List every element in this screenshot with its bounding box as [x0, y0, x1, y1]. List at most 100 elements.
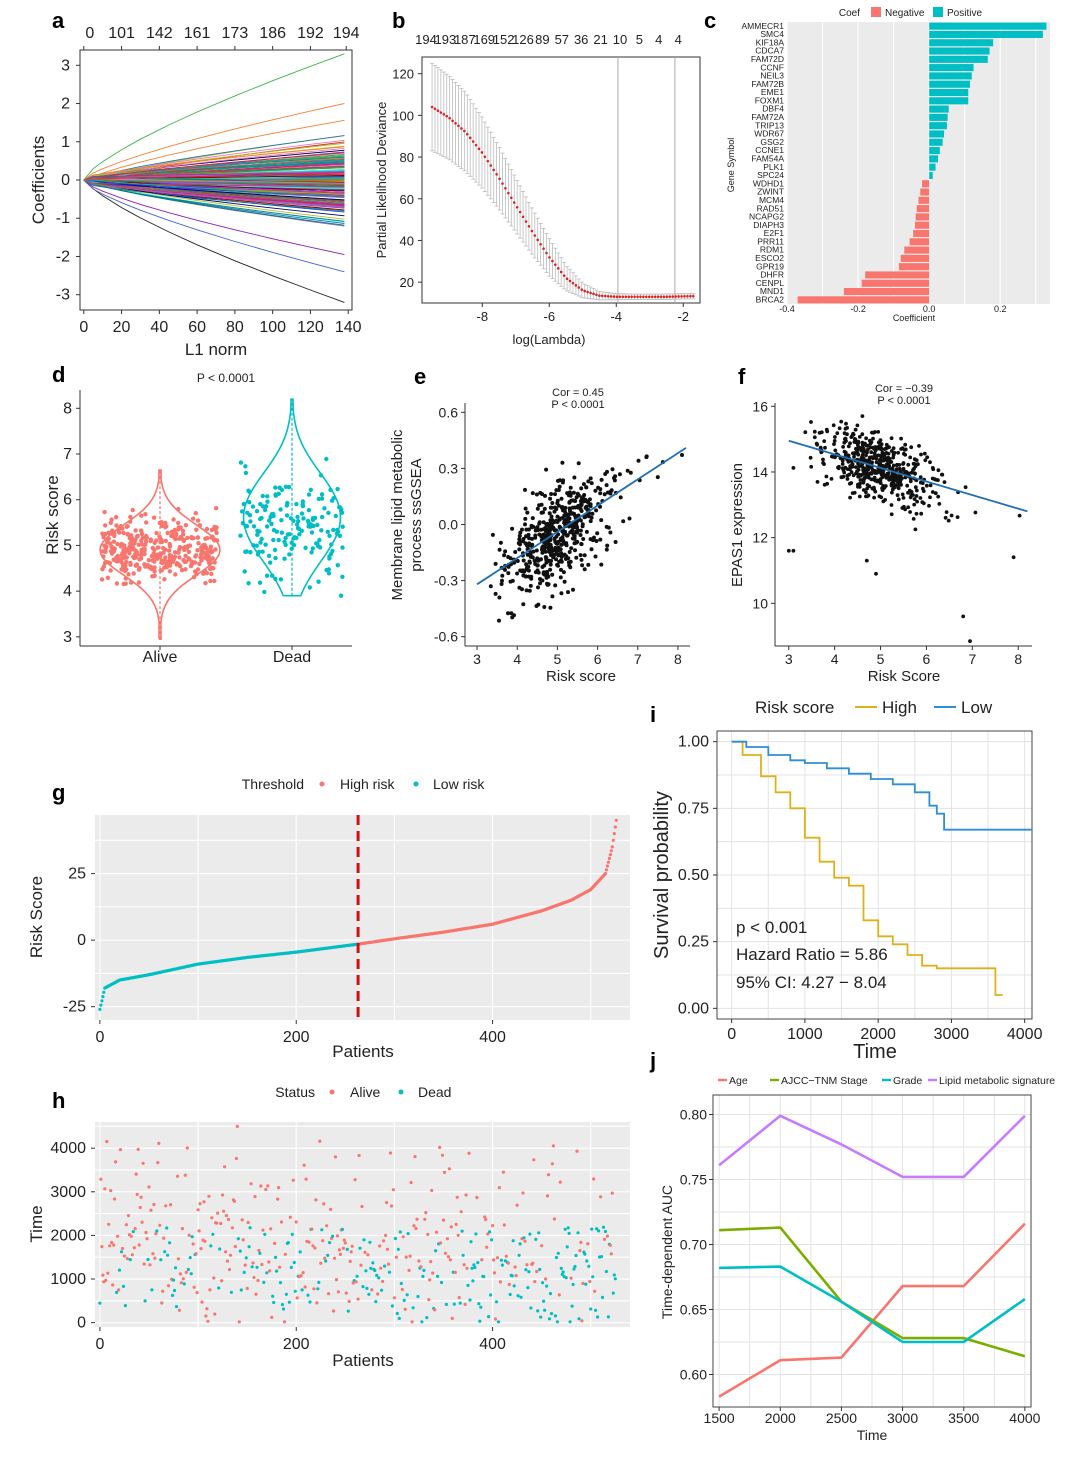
sample-point	[837, 464, 841, 469]
sample-point	[212, 537, 217, 542]
sample-point	[832, 442, 836, 446]
status-point	[200, 1300, 204, 1304]
sample-point	[644, 455, 649, 460]
sample-point	[589, 481, 594, 486]
sample-point	[208, 566, 213, 572]
sample-point	[578, 553, 583, 558]
coef-path	[83, 146, 345, 181]
top-tick-label: 10	[613, 32, 627, 47]
sample-point	[903, 442, 908, 447]
sample-point	[286, 484, 292, 490]
status-point	[518, 1242, 522, 1246]
status-point	[549, 1312, 554, 1316]
status-point	[544, 1277, 548, 1281]
status-point	[461, 1253, 465, 1257]
sample-point	[934, 477, 938, 482]
sample-point	[914, 488, 919, 493]
status-point	[400, 1287, 404, 1292]
sample-point	[892, 475, 897, 480]
sample-point	[212, 578, 217, 584]
sample-point	[194, 527, 199, 532]
coef-bar	[929, 130, 945, 138]
status-point	[145, 1237, 149, 1241]
sample-point	[825, 481, 829, 486]
status-point	[587, 1264, 591, 1268]
deviance-point	[451, 119, 454, 123]
sample-point	[273, 485, 278, 490]
status-point	[221, 1193, 225, 1197]
status-point	[455, 1195, 459, 1199]
sample-point	[263, 504, 269, 509]
x-tick-label: 7	[968, 651, 976, 667]
x-tick-label: 4000	[1007, 1026, 1043, 1043]
risk-point	[611, 838, 615, 842]
deviance-point	[501, 182, 504, 185]
sample-point	[142, 551, 147, 557]
legend-label: AJCC−TNM Stage	[781, 1075, 868, 1087]
sample-point	[533, 535, 538, 540]
sample-point	[812, 429, 817, 434]
sample-point	[329, 498, 335, 503]
sample-point	[335, 563, 340, 568]
sample-point	[879, 495, 884, 500]
y-tick-label: -0.3	[434, 573, 458, 589]
sample-point	[565, 533, 570, 538]
sample-point	[930, 466, 935, 470]
sample-point	[167, 569, 173, 574]
sample-point	[117, 557, 122, 562]
sample-point	[896, 486, 901, 491]
status-point	[208, 1288, 212, 1292]
y-tick-label: 7	[63, 446, 72, 463]
x-tick-label: 200	[283, 1336, 310, 1353]
status-point	[315, 1301, 319, 1305]
status-point	[209, 1244, 213, 1248]
status-point	[456, 1233, 460, 1237]
sample-point	[163, 520, 168, 526]
status-point	[374, 1300, 378, 1304]
sample-point	[544, 467, 549, 472]
coef-path	[83, 173, 345, 181]
sample-point	[257, 529, 262, 534]
sample-point	[123, 546, 128, 552]
sample-point	[317, 537, 322, 543]
sample-point	[543, 549, 548, 554]
status-point	[431, 1271, 435, 1275]
sample-point	[136, 567, 142, 572]
panel-i: 0.000.250.500.751.000 1000 2000 3000 4000Tim…	[651, 698, 1043, 1063]
deviance-point	[624, 295, 628, 299]
status-point	[250, 1265, 254, 1269]
status-point	[243, 1263, 247, 1267]
status-point	[194, 1252, 198, 1256]
status-point	[398, 1230, 402, 1234]
sample-point	[560, 480, 565, 485]
sample-point	[319, 496, 325, 501]
deviance-point	[636, 295, 639, 299]
sample-point	[536, 585, 540, 590]
status-point	[111, 1283, 115, 1287]
sample-point	[896, 482, 901, 487]
sample-point	[839, 419, 844, 424]
sample-point	[497, 618, 501, 623]
sample-point	[913, 464, 918, 469]
outlier-point	[864, 558, 869, 563]
sample-point	[283, 535, 288, 541]
status-point	[143, 1299, 147, 1303]
sample-point	[176, 506, 181, 512]
sample-point	[107, 531, 113, 536]
sample-point	[208, 578, 213, 584]
deviance-point	[621, 295, 625, 299]
legend-key-alive	[329, 1089, 335, 1095]
deviance-point	[448, 116, 451, 120]
sample-point	[918, 475, 923, 480]
sample-point	[204, 552, 209, 557]
status-point	[311, 1244, 315, 1248]
gene-label: NCAPG2	[749, 212, 784, 222]
sample-point	[553, 545, 558, 550]
x-axis-title: Risk score	[546, 668, 616, 685]
status-point	[312, 1287, 316, 1291]
status-point	[148, 1263, 152, 1267]
status-point	[155, 1229, 159, 1233]
legend-title: Coef	[839, 8, 860, 19]
status-point	[462, 1263, 466, 1267]
sample-point	[548, 553, 553, 557]
